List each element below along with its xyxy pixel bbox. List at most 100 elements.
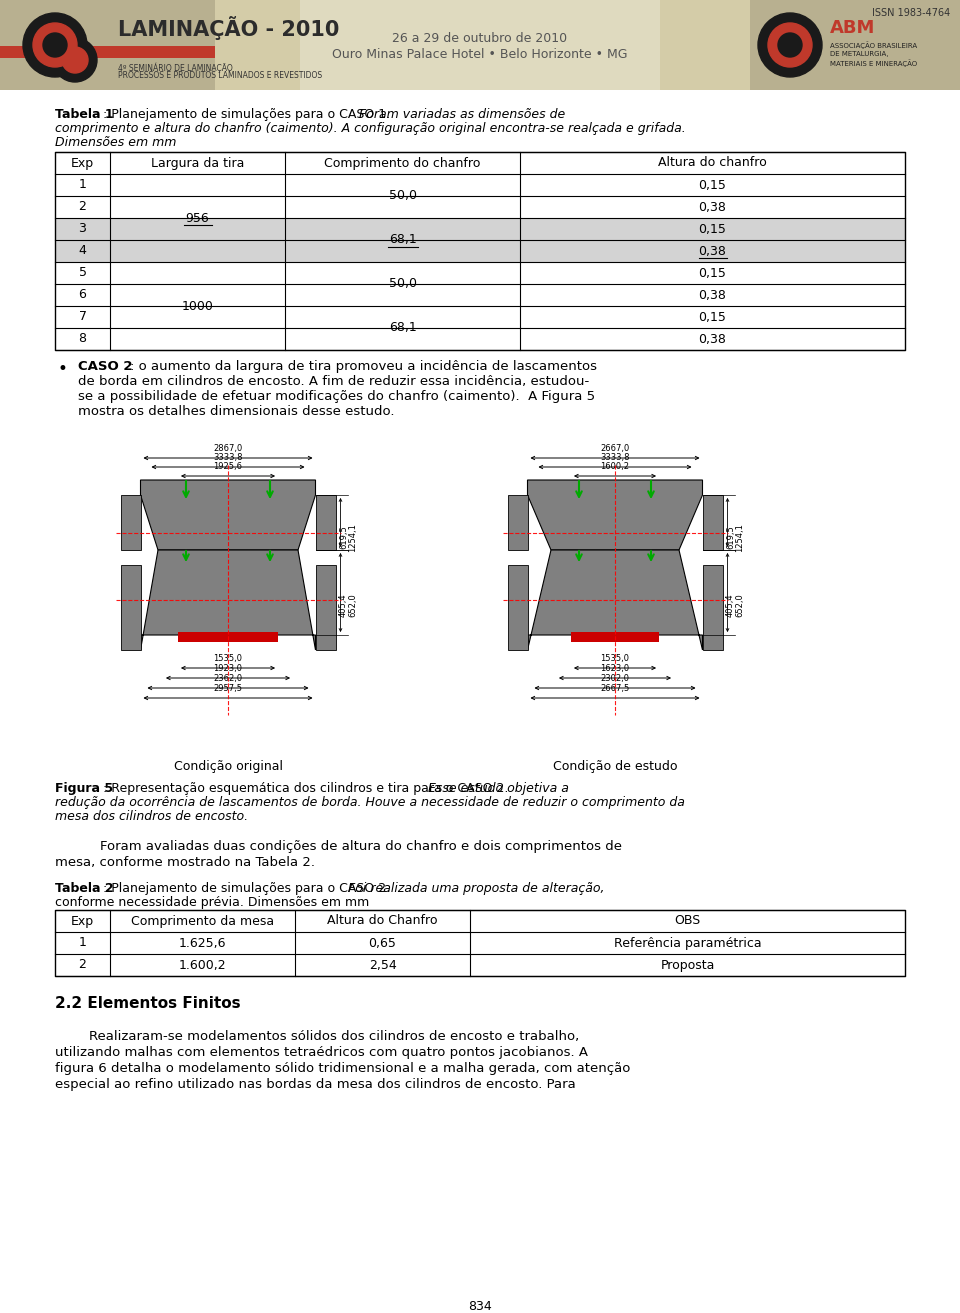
Text: mesa dos cilindros de encosto.: mesa dos cilindros de encosto. xyxy=(55,810,248,823)
Text: 2302,0: 2302,0 xyxy=(601,674,630,683)
Bar xyxy=(0,46,215,58)
Text: 2957,5: 2957,5 xyxy=(213,684,243,693)
Text: 8: 8 xyxy=(79,332,86,345)
Polygon shape xyxy=(527,550,703,650)
Text: conforme necessidade prévia. Dimensões em mm: conforme necessidade prévia. Dimensões e… xyxy=(55,895,370,909)
Text: Figura 5: Figura 5 xyxy=(55,783,113,794)
Bar xyxy=(55,910,905,976)
Bar xyxy=(316,495,335,550)
Text: ASSOCIAÇÃO BRASILEIRA: ASSOCIAÇÃO BRASILEIRA xyxy=(830,41,917,49)
Circle shape xyxy=(62,47,88,74)
Text: 1254,1: 1254,1 xyxy=(348,523,357,551)
Circle shape xyxy=(33,24,77,67)
Circle shape xyxy=(53,38,97,81)
Text: 0,15: 0,15 xyxy=(699,179,727,192)
Text: 1535,0: 1535,0 xyxy=(601,654,630,663)
Text: 1: 1 xyxy=(79,179,86,192)
Text: Condição de estudo: Condição de estudo xyxy=(553,760,677,773)
Text: Comprimento do chanfro: Comprimento do chanfro xyxy=(324,156,481,169)
Text: 3: 3 xyxy=(79,222,86,235)
Text: Referência paramétrica: Referência paramétrica xyxy=(613,936,761,949)
Bar xyxy=(0,0,215,91)
Text: especial ao refino utilizado nas bordas da mesa dos cilindros de encosto. Para: especial ao refino utilizado nas bordas … xyxy=(55,1078,576,1091)
Text: 0,38: 0,38 xyxy=(699,244,727,257)
Text: 68,1: 68,1 xyxy=(389,322,417,335)
Text: PROCESSOS E PRODUTOS LAMINADOS E REVESTIDOS: PROCESSOS E PRODUTOS LAMINADOS E REVESTI… xyxy=(118,71,323,80)
Text: 0,38: 0,38 xyxy=(699,201,727,214)
Text: Esse estudo objetiva a: Esse estudo objetiva a xyxy=(428,783,569,794)
Text: se a possibilidade de efetuar modificações do chanfro (caimento).  A Figura 5: se a possibilidade de efetuar modificaçõ… xyxy=(78,390,595,403)
Text: LAMINAÇÃO - 2010: LAMINAÇÃO - 2010 xyxy=(118,16,340,39)
Text: Largura da tira: Largura da tira xyxy=(151,156,244,169)
Polygon shape xyxy=(527,481,703,550)
Text: OBS: OBS xyxy=(674,914,701,927)
Text: Proposta: Proposta xyxy=(660,958,714,972)
Bar xyxy=(703,495,723,550)
Text: Condição original: Condição original xyxy=(174,760,282,773)
Text: 2362,0: 2362,0 xyxy=(213,674,243,683)
Text: 50,0: 50,0 xyxy=(389,189,417,202)
Text: 4: 4 xyxy=(79,244,86,257)
Text: ABM: ABM xyxy=(830,18,876,37)
Text: mostra os detalhes dimensionais desse estudo.: mostra os detalhes dimensionais desse es… xyxy=(78,404,395,418)
Text: 834: 834 xyxy=(468,1300,492,1313)
Text: Dimensões em mm: Dimensões em mm xyxy=(55,137,177,148)
Text: 68,1: 68,1 xyxy=(389,234,417,247)
Text: Foram variadas as dimensões de: Foram variadas as dimensões de xyxy=(359,108,565,121)
Text: 652,0: 652,0 xyxy=(735,593,744,617)
Bar xyxy=(121,565,140,650)
Text: Exp: Exp xyxy=(71,914,94,927)
Text: 1.625,6: 1.625,6 xyxy=(179,936,227,949)
Text: 3333,8: 3333,8 xyxy=(600,453,630,462)
Text: 1254,1: 1254,1 xyxy=(735,523,744,551)
Text: ISSN 1983-4764: ISSN 1983-4764 xyxy=(872,8,950,18)
Text: 50,0: 50,0 xyxy=(389,277,417,290)
Text: 7: 7 xyxy=(79,310,86,323)
Text: 2667,0: 2667,0 xyxy=(600,444,630,453)
Polygon shape xyxy=(140,481,316,550)
Text: 2867,0: 2867,0 xyxy=(213,444,243,453)
Text: 1535,0: 1535,0 xyxy=(213,654,243,663)
Text: 0,38: 0,38 xyxy=(699,332,727,345)
Bar xyxy=(55,152,905,351)
Text: 405,4: 405,4 xyxy=(726,593,735,617)
Text: 2: 2 xyxy=(79,958,86,972)
Text: Tabela 1: Tabela 1 xyxy=(55,108,113,121)
Text: : Representação esquemática dos cilindros e tira para o CASO 2.: : Representação esquemática dos cilindro… xyxy=(103,783,513,794)
Bar xyxy=(703,565,723,650)
Text: 0,38: 0,38 xyxy=(699,289,727,302)
Text: : Planejamento de simulações para o CASO 2.: : Planejamento de simulações para o CASO… xyxy=(103,882,395,895)
Text: 1600,2: 1600,2 xyxy=(601,462,630,471)
Text: 2: 2 xyxy=(79,201,86,214)
Bar xyxy=(178,632,278,642)
Text: 1923,0: 1923,0 xyxy=(213,664,243,674)
Text: 956: 956 xyxy=(185,211,209,225)
Text: Foram avaliadas duas condições de altura do chanfro e dois comprimentos de: Foram avaliadas duas condições de altura… xyxy=(100,840,622,853)
Bar xyxy=(571,632,659,642)
Text: 1: 1 xyxy=(79,936,86,949)
Text: : Planejamento de simulações para o CASO 1.: : Planejamento de simulações para o CASO… xyxy=(103,108,395,121)
Text: Tabela 2: Tabela 2 xyxy=(55,882,113,895)
Text: Ouro Minas Palace Hotel • Belo Horizonte • MG: Ouro Minas Palace Hotel • Belo Horizonte… xyxy=(332,47,628,60)
Text: 1623,0: 1623,0 xyxy=(600,664,630,674)
Text: 2.2 Elementos Finitos: 2.2 Elementos Finitos xyxy=(55,997,241,1011)
Text: Exp: Exp xyxy=(71,156,94,169)
Circle shape xyxy=(43,33,67,56)
Text: Foi realizada uma proposta de alteração,: Foi realizada uma proposta de alteração, xyxy=(348,882,605,895)
Text: 3333,8: 3333,8 xyxy=(213,453,243,462)
Text: CASO 2: CASO 2 xyxy=(78,360,132,373)
Circle shape xyxy=(778,33,802,56)
Text: comprimento e altura do chanfro (caimento). A configuração original encontra-se : comprimento e altura do chanfro (caiment… xyxy=(55,122,685,135)
Text: 0,15: 0,15 xyxy=(699,222,727,235)
Text: 0,15: 0,15 xyxy=(699,267,727,280)
Text: MATERIAIS E MINERAÇÃO: MATERIAIS E MINERAÇÃO xyxy=(830,59,917,67)
Bar xyxy=(55,240,905,263)
Text: 1.600,2: 1.600,2 xyxy=(179,958,227,972)
Text: figura 6 detalha o modelamento sólido tridimensional e a malha gerada, com atenç: figura 6 detalha o modelamento sólido tr… xyxy=(55,1062,631,1075)
Text: •: • xyxy=(58,360,68,378)
Text: 619,5: 619,5 xyxy=(339,525,348,549)
Bar xyxy=(508,495,527,550)
Text: 4º SEMINÁRIO DE LAMINAÇÃO: 4º SEMINÁRIO DE LAMINAÇÃO xyxy=(118,63,232,74)
Bar xyxy=(316,565,335,650)
Text: utilizando malhas com elementos tetraédricos com quatro pontos jacobianos. A: utilizando malhas com elementos tetraédr… xyxy=(55,1046,588,1060)
